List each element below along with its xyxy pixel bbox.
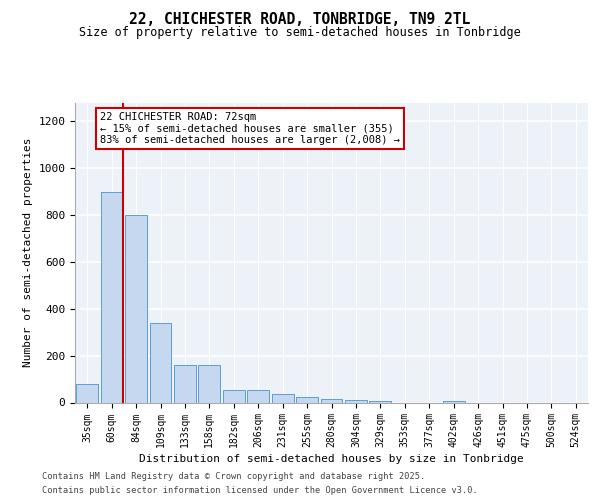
Bar: [320, 399, 343, 402]
Bar: [247, 390, 269, 402]
Bar: [174, 365, 196, 403]
Y-axis label: Number of semi-detached properties: Number of semi-detached properties: [23, 138, 33, 367]
Bar: [272, 394, 293, 402]
Text: 22, CHICHESTER ROAD, TONBRIDGE, TN9 2TL: 22, CHICHESTER ROAD, TONBRIDGE, TN9 2TL: [130, 12, 470, 28]
Bar: [223, 390, 245, 402]
Bar: [345, 400, 367, 402]
Bar: [149, 323, 172, 402]
Text: Contains HM Land Registry data © Crown copyright and database right 2025.: Contains HM Land Registry data © Crown c…: [42, 472, 425, 481]
Bar: [296, 396, 318, 402]
Text: 22 CHICHESTER ROAD: 72sqm
← 15% of semi-detached houses are smaller (355)
83% of: 22 CHICHESTER ROAD: 72sqm ← 15% of semi-…: [100, 112, 400, 145]
X-axis label: Distribution of semi-detached houses by size in Tonbridge: Distribution of semi-detached houses by …: [139, 454, 524, 464]
Bar: [101, 192, 122, 402]
Text: Contains public sector information licensed under the Open Government Licence v3: Contains public sector information licen…: [42, 486, 478, 495]
Bar: [76, 384, 98, 402]
Text: Size of property relative to semi-detached houses in Tonbridge: Size of property relative to semi-detach…: [79, 26, 521, 39]
Bar: [125, 215, 147, 402]
Bar: [199, 365, 220, 403]
